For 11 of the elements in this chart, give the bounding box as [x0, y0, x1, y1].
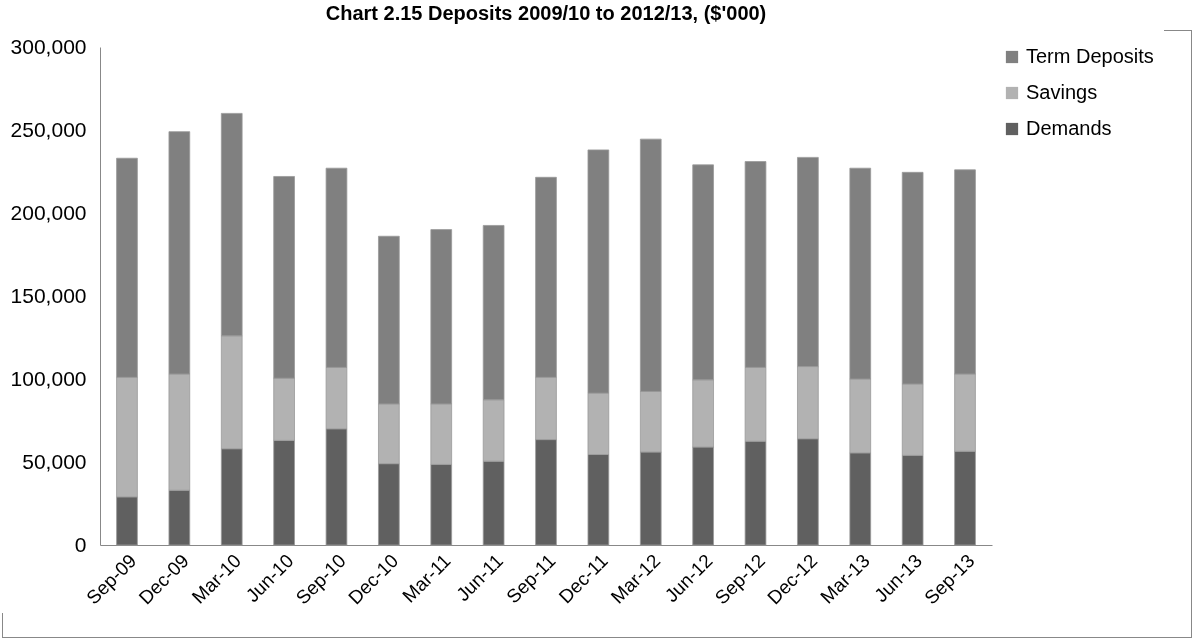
y-tick-label: 0: [74, 532, 87, 556]
legend-label: Savings: [1026, 81, 1098, 103]
chart-title: Chart 2.15 Deposits 2009/10 to 2012/13, ($'000): [325, 2, 767, 24]
y-tick-label: 200,000: [10, 200, 87, 224]
y-tick-label: 100,000: [10, 366, 87, 390]
legend-label: Demands: [1026, 117, 1112, 139]
y-tick-label: 50,000: [22, 449, 87, 473]
y-tick-label: 250,000: [10, 117, 87, 141]
y-tick-label: 150,000: [10, 283, 87, 307]
y-tick-label: 300,000: [10, 34, 87, 58]
legend-label: Term Deposits: [1026, 45, 1154, 67]
